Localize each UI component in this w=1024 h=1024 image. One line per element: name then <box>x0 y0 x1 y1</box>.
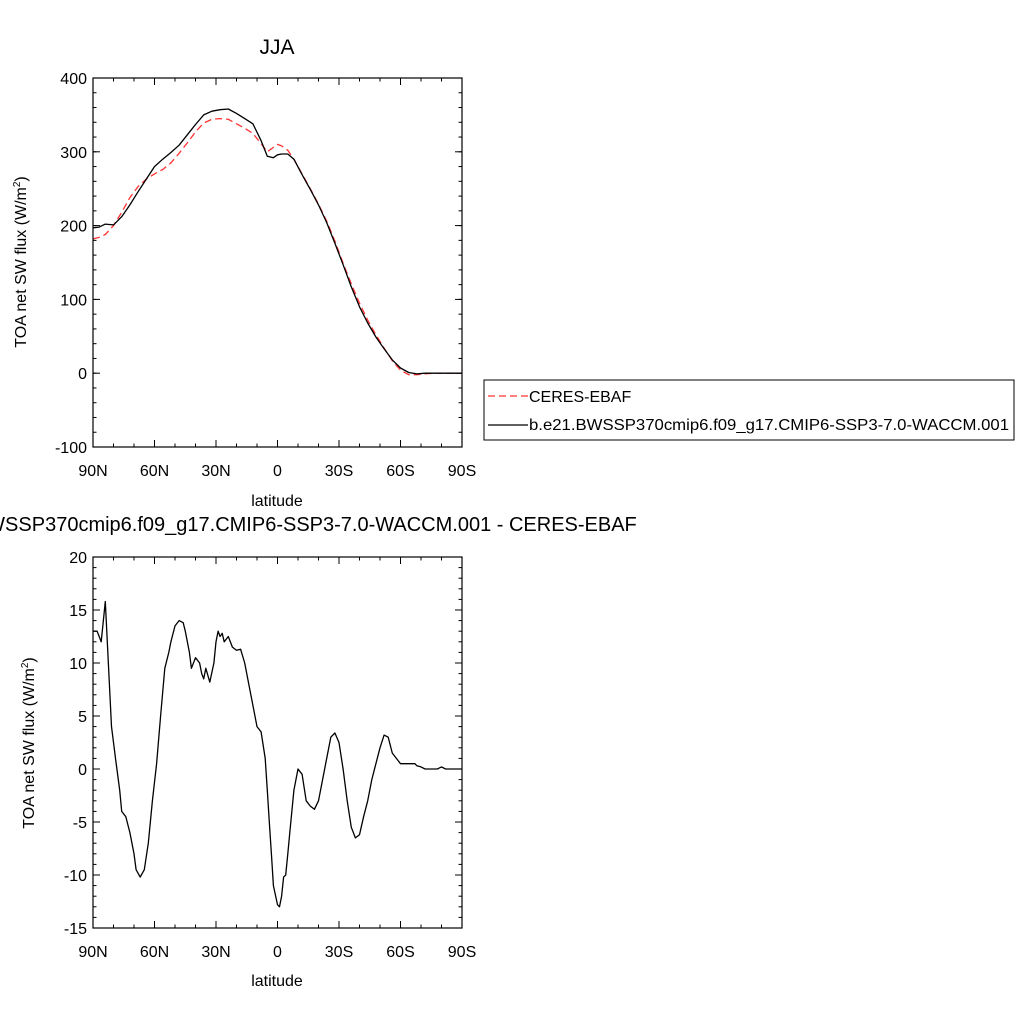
y-tick-label: 5 <box>78 709 87 726</box>
y-tick-label: 0 <box>78 762 87 779</box>
y-tick-label: -10 <box>64 868 87 885</box>
x-tick-label: 90N <box>78 944 107 961</box>
top-y-axis-label: TOA net SW flux (W/m2) <box>12 176 30 348</box>
series-line-1-0 <box>93 600 462 908</box>
y-tick-label: 400 <box>60 71 87 88</box>
top-axes: 400 300 200 100 0 -100 90N 60N 30N 0 30S 60S 90S <box>55 71 476 480</box>
y-tick-label: 100 <box>60 292 87 309</box>
y-tick-label: 200 <box>60 219 87 236</box>
x-tick-label: 30N <box>201 463 230 480</box>
y-tick-label: -15 <box>64 921 87 938</box>
top-chart-title: JJA <box>259 36 294 59</box>
bottom-series-group <box>93 600 462 908</box>
x-tick-label: 90N <box>78 463 107 480</box>
x-tick-label: 0 <box>273 944 282 961</box>
x-tick-label: 0 <box>273 463 282 480</box>
top-plot-frame <box>92 77 463 448</box>
top-panel: JJA 400 300 200 100 0 -100 90N 60N 30N 0 30S 60S 90S… <box>12 36 476 510</box>
bottom-chart-title: b.e21.BWSSP370cmip6.f09_g17.CMIP6-SSP3-7… <box>0 514 637 536</box>
legend-label-model: b.e21.BWSSP370cmip6.f09_g17.CMIP6-SSP3-7… <box>529 417 1009 434</box>
y-tick-label: 15 <box>69 603 87 620</box>
x-tick-label: 90S <box>448 944 476 961</box>
bottom-x-axis-label: latitude <box>251 973 303 990</box>
x-tick-label: 60S <box>386 463 414 480</box>
top-series-group <box>92 108 462 376</box>
series-line-0-1 <box>92 108 462 375</box>
legend-box <box>483 379 1015 441</box>
top-x-axis-label: latitude <box>251 493 303 510</box>
bottom-panel: b.e21.BWSSP370cmip6.f09_g17.CMIP6-SSP3-7… <box>0 514 637 990</box>
bottom-plot-frame <box>92 556 463 929</box>
y-tick-label: 0 <box>78 366 87 383</box>
x-tick-label: 90S <box>448 463 476 480</box>
y-tick-label: 300 <box>60 145 87 162</box>
series-line-0-0 <box>92 117 462 376</box>
x-tick-label: 60N <box>140 944 169 961</box>
y-tick-label: 20 <box>69 550 87 567</box>
x-tick-label: 30S <box>325 944 353 961</box>
x-tick-label: 60S <box>386 944 414 961</box>
y-tick-label: -100 <box>55 440 87 457</box>
y-tick-label: 10 <box>69 656 87 673</box>
x-tick-label: 30N <box>201 944 230 961</box>
legend-label-ceres: CERES-EBAF <box>529 389 631 406</box>
y-tick-label: -5 <box>73 815 87 832</box>
x-tick-label: 60N <box>140 463 169 480</box>
x-tick-label: 30S <box>325 463 353 480</box>
bottom-axes: 20 15 10 5 0 -5 -10 -15 90N 60N 30N 0 30S 60S 90S <box>64 550 476 961</box>
legend: CERES-EBAF b.e21.BWSSP370cmip6.f09_g17.C… <box>483 379 1015 441</box>
bottom-y-axis-label: TOA net SW flux (W/m2) <box>20 657 38 829</box>
